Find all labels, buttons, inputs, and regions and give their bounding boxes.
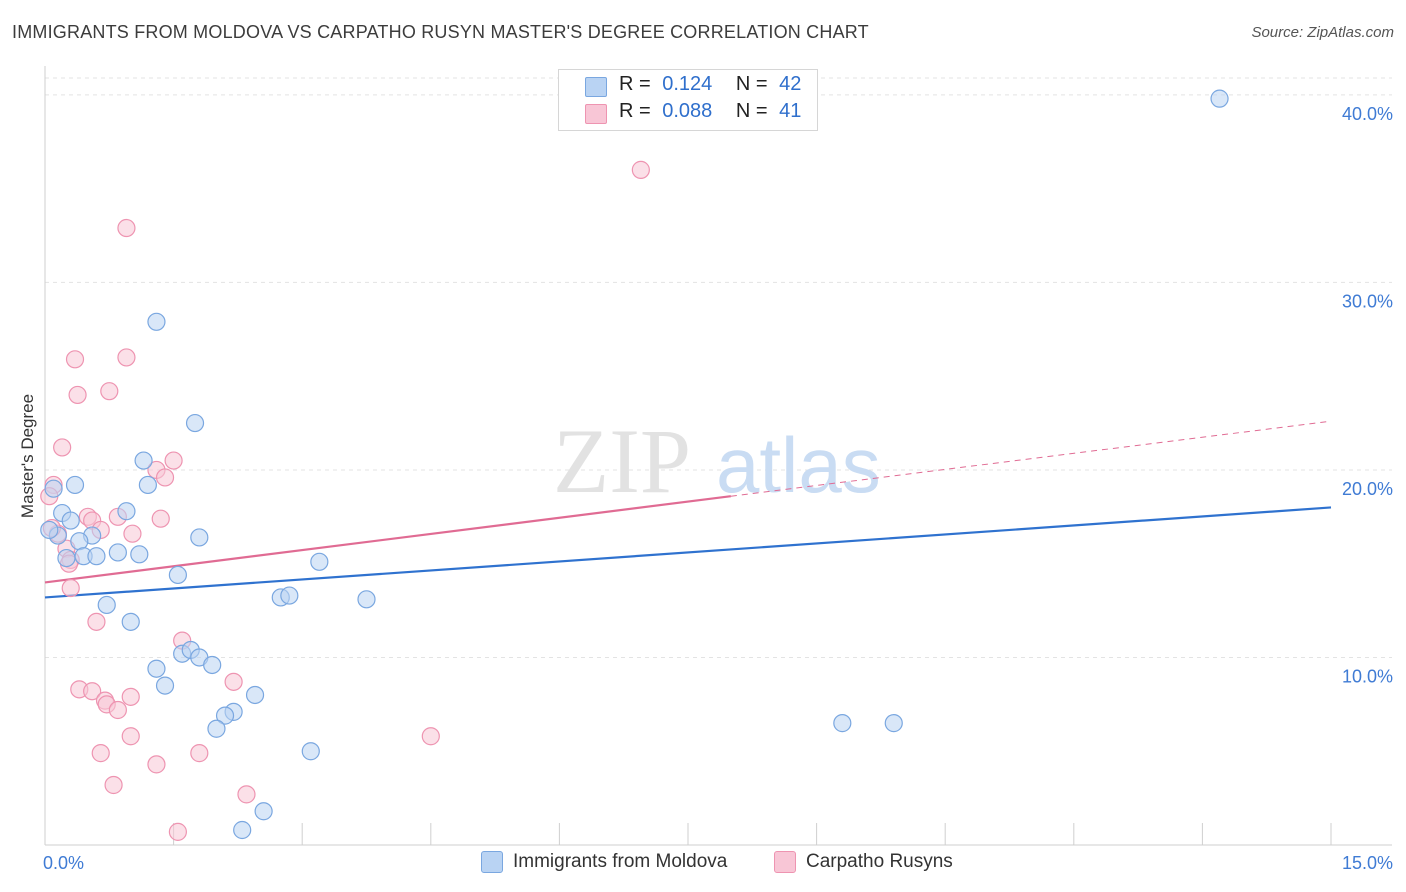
y-tick-label: 20.0%: [1342, 479, 1393, 499]
y-tick-label: 30.0%: [1342, 291, 1393, 311]
moldova-point: [147, 312, 166, 331]
rusyn-point: [151, 509, 170, 528]
series-legend: Immigrants from Moldova Carpatho Rusyns: [0, 851, 1406, 877]
moldova-point: [134, 451, 153, 470]
legend-label-rusyn: Carpatho Rusyns: [806, 851, 953, 872]
legend-r-value: 0.088: [662, 100, 713, 122]
moldova-point: [185, 413, 205, 433]
y-tick-label: 10.0%: [1342, 666, 1393, 686]
tick-labels: 10.0% 20.0% 30.0% 40.0% 0.0% 15.0%: [43, 104, 1393, 873]
zipatlas-watermark: ZIP atlas: [553, 410, 881, 512]
legend-n-label: N =: [735, 73, 768, 95]
moldova-point: [310, 552, 329, 571]
moldova-point: [70, 532, 89, 551]
rusyn-point: [155, 468, 175, 487]
watermark-atlas: atlas: [716, 421, 881, 509]
moldova-point: [108, 543, 127, 562]
rusyn-point: [631, 160, 650, 179]
moldova-point: [57, 548, 76, 568]
legend-swatch-blue: [481, 851, 503, 873]
rusyn-point: [190, 744, 209, 763]
moldova-point: [138, 475, 157, 495]
rusyn-point: [421, 727, 440, 746]
rusyn-point: [237, 785, 256, 804]
moldova-point: [1210, 89, 1229, 108]
moldova-trend-line: [44, 506, 1332, 599]
rusyn-point: [108, 700, 127, 720]
moldova-point: [254, 802, 273, 821]
rusyn-point: [117, 218, 136, 238]
moldova-point: [357, 590, 376, 609]
trend-lines: [44, 420, 1332, 599]
legend-r-label: R =: [619, 100, 651, 122]
moldova-point: [87, 547, 106, 566]
rusyn-point: [168, 822, 187, 841]
moldova-point: [61, 511, 80, 530]
rusyn-point: [121, 727, 140, 746]
axes: [44, 66, 1392, 846]
moldova-point: [147, 659, 166, 678]
watermark-zip: ZIP: [553, 410, 691, 512]
legend-n-label: N =: [735, 100, 768, 122]
moldova-point: [44, 479, 63, 498]
legend-r-value: 0.124: [662, 73, 713, 95]
legend-n-value: 41: [779, 100, 802, 122]
data-points: [40, 89, 1229, 841]
rusyn-point: [224, 672, 243, 691]
moldova-point: [301, 742, 320, 761]
moldova-point: [65, 475, 85, 495]
rusyn-point: [117, 348, 136, 367]
rusyn-point: [121, 687, 140, 706]
moldova-point: [155, 676, 175, 695]
moldova-point: [245, 685, 265, 705]
moldova-point: [207, 719, 226, 738]
chart-source: Source: ZipAtlas.com: [1251, 24, 1394, 41]
moldova-point: [280, 586, 299, 605]
legend-swatch-pink: [774, 851, 796, 873]
rusyn-trend-line: [44, 495, 732, 584]
moldova-point: [233, 820, 252, 840]
rusyn-point: [123, 524, 142, 543]
rusyn-point: [61, 578, 80, 598]
legend-swatch-blue: [585, 77, 607, 97]
y-axis-label: Master's Degree: [18, 394, 37, 518]
moldova-point: [203, 655, 222, 675]
moldova-point: [833, 714, 852, 733]
rusyn-point: [65, 350, 85, 369]
legend-swatch-pink: [585, 104, 607, 124]
moldova-point: [40, 520, 59, 540]
rusyn-point: [100, 382, 119, 401]
rusyn-point: [68, 385, 87, 405]
rusyn-point: [147, 755, 166, 774]
moldova-point: [117, 502, 136, 521]
moldova-point: [190, 528, 209, 547]
rusyn-point: [164, 451, 183, 470]
legend-label-moldova: Immigrants from Moldova: [513, 851, 728, 872]
y-tick-label: 40.0%: [1342, 104, 1393, 124]
legend-n-value: 42: [779, 73, 802, 95]
gridlines: [45, 77, 1392, 658]
correlation-legend: R = 0.124 N = 42 R = 0.088 N = 41: [558, 69, 818, 131]
moldova-point: [884, 714, 903, 733]
legend-item-rusyn[interactable]: Carpatho Rusyns: [774, 851, 953, 873]
rusyn-point: [104, 775, 123, 795]
x-tick-label: 0.0%: [43, 853, 84, 873]
rusyn-trend-extension: [730, 420, 1332, 497]
rusyn-point: [83, 682, 102, 701]
legend-r-label: R =: [619, 73, 651, 95]
moldova-point: [215, 706, 235, 725]
moldova-point: [121, 612, 140, 631]
legend-item-moldova[interactable]: Immigrants from Moldova: [481, 851, 727, 873]
rusyn-point: [87, 612, 106, 631]
x-tick-label: 15.0%: [1342, 853, 1393, 873]
moldova-point: [168, 565, 187, 585]
rusyn-point: [91, 744, 110, 763]
moldova-point: [130, 545, 149, 564]
chart-title: IMMIGRANTS FROM MOLDOVA VS CARPATHO RUSY…: [12, 22, 869, 42]
moldova-point: [97, 595, 116, 615]
rusyn-point: [53, 438, 72, 457]
